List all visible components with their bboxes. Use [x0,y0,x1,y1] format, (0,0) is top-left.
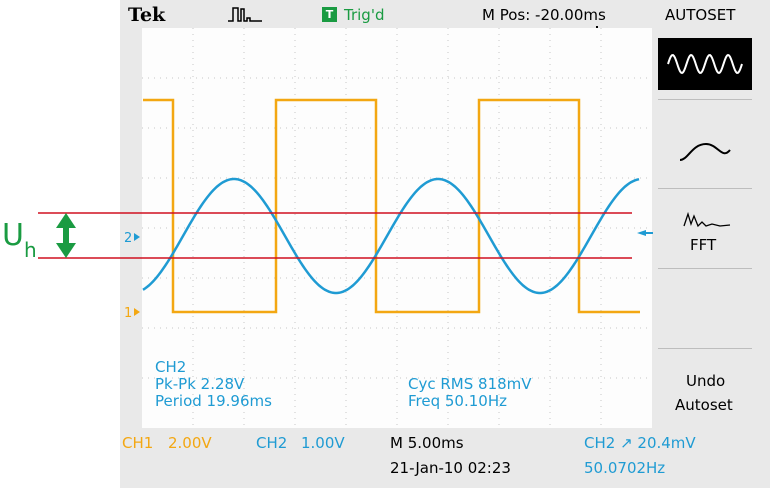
horizontal-position: M Pos: -20.00ms [482,6,606,24]
fft-button[interactable] [658,192,752,264]
timebase: M 5.00ms [390,434,464,452]
graticule [142,28,652,428]
ch2-scale: 1.00V [301,434,345,452]
ch2-ground-marker: 2 [124,231,140,246]
pulse-icon [228,7,262,22]
menu-divider [658,99,752,100]
measure-freq: Freq 50.10Hz [408,392,507,410]
double-arrow-icon [56,213,76,258]
measure-cyc-rms: Cyc RMS 818mV [408,375,532,393]
svg-text:2: 2 [124,231,132,246]
menu-divider [658,188,752,189]
menu-divider [658,348,752,349]
autoset-label: Autoset [675,396,733,414]
single-cycle-button[interactable] [658,108,752,184]
trigger-level-marker [637,230,653,236]
measure-period: Period 19.96ms [155,392,272,410]
ch1-scale: 2.00V [168,434,212,452]
brand-logo: Tek [128,4,166,26]
ch1-label: CH1 [122,434,154,452]
fft-label: FFT [690,236,717,254]
ch2-sine-wave [142,177,640,295]
fft-spectrum-icon [683,211,731,228]
trigger-status: Trig'd [344,6,385,24]
trigger-setting: CH2 ↗ 20.4mV [584,434,696,452]
sine-wave-icon [679,142,731,161]
ch1-ground-marker: 1 [124,306,140,321]
ch1-square-wave [143,98,640,314]
date-time: 21-Jan-10 02:23 [390,459,511,477]
trigger-frequency: 50.0702Hz [584,459,666,477]
trigger-badge: T [322,7,337,22]
sine-wave-icon [667,53,743,75]
menu-divider [658,268,752,269]
svg-text:1: 1 [124,306,132,321]
undo-autoset-button[interactable] [658,352,752,430]
uh-annotation-subscript: h [24,238,37,262]
autoset-title: AUTOSET [665,6,736,24]
undo-label: Undo [686,372,726,390]
ch2-label: CH2 [256,434,288,452]
measure-pk-pk: Pk-Pk 2.28V [155,375,245,393]
uh-annotation-label: U [2,218,24,253]
waveform-display [142,28,652,428]
multi-cycle-button[interactable] [658,38,752,90]
measure-source: CH2 [155,358,187,376]
